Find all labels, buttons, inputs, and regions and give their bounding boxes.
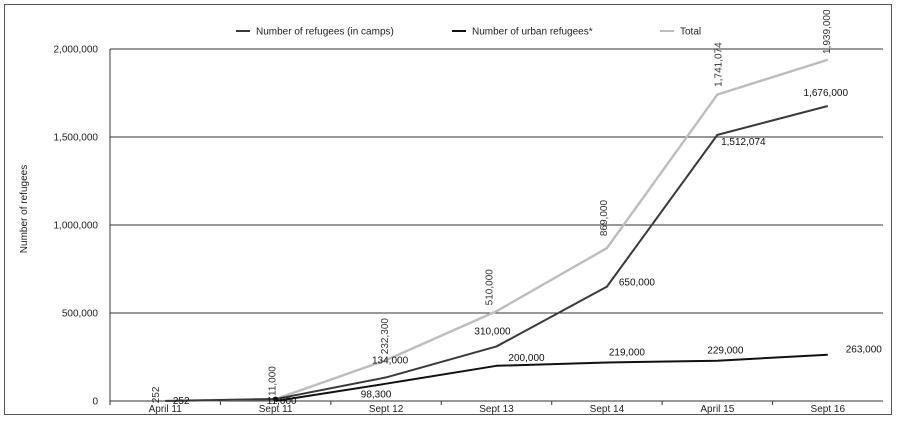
x-tick-label: Sept 12 [369, 404, 404, 415]
data-label: 200,000 [508, 353, 545, 364]
data-label: 263,000 [846, 345, 883, 356]
data-label: 229,000 [707, 346, 744, 357]
data-label: 650,000 [619, 278, 656, 289]
data-label: 1,512,074 [721, 137, 766, 148]
x-tick-label: Sept 13 [479, 404, 514, 415]
x-tick-label: Sept 16 [811, 404, 846, 415]
legend: Number of refugees (in camps) Number of u… [236, 27, 701, 38]
data-label: 232,300 [380, 318, 391, 355]
y-tick-label: 1,500,000 [54, 133, 99, 144]
y-tick-labels: 0 500,000 1,000,000 1,500,000 2,000,000 [54, 45, 99, 408]
data-label: 219,000 [609, 347, 646, 358]
data-label: 310,000 [474, 326, 511, 337]
data-point-marker [273, 396, 279, 402]
chart-frame [4, 4, 892, 415]
series-line-urban [275, 353, 828, 402]
series-lines [165, 58, 829, 403]
y-tick-label: 1,000,000 [54, 221, 99, 232]
data-label: 1,939,000 [822, 9, 833, 54]
x-tick-labels: April 11 Sept 11 Sept 12 Sept 13 Sept 14 Apri… [149, 404, 846, 415]
legend-label: Number of urban refugees* [472, 27, 593, 38]
gridlines [110, 48, 883, 314]
axes [109, 49, 883, 405]
data-label: 252 [151, 386, 162, 403]
data-label: 869,000 [599, 200, 610, 237]
legend-label: Number of refugees (in camps) [256, 27, 394, 38]
y-tick-label: 0 [92, 397, 98, 408]
legend-label: Total [680, 27, 701, 38]
y-tick-label: 500,000 [62, 309, 99, 320]
data-label: 134,000 [372, 355, 409, 366]
x-tick-label: April 15 [700, 404, 734, 415]
data-label: 510,000 [485, 269, 496, 306]
x-tick-label: Sept 14 [590, 404, 625, 415]
y-tick-label: 2,000,000 [54, 45, 99, 56]
x-tick-label: Sept 11 [259, 404, 293, 415]
y-axis-label: Number of refugees [19, 165, 30, 253]
x-tick-label: April 11 [149, 404, 183, 415]
data-label: 252 [173, 396, 190, 407]
data-label: 11,000 [268, 366, 279, 396]
data-label: 1,676,000 [804, 88, 849, 99]
data-label: 1,741,074 [713, 42, 724, 87]
data-label: 98,300 [361, 390, 392, 401]
data-labels: 252 11,000 134,000 310,000 650,000 1,512,074 1… [151, 9, 882, 407]
data-label: 11,000 [267, 396, 297, 407]
series-line-camps [165, 105, 829, 402]
